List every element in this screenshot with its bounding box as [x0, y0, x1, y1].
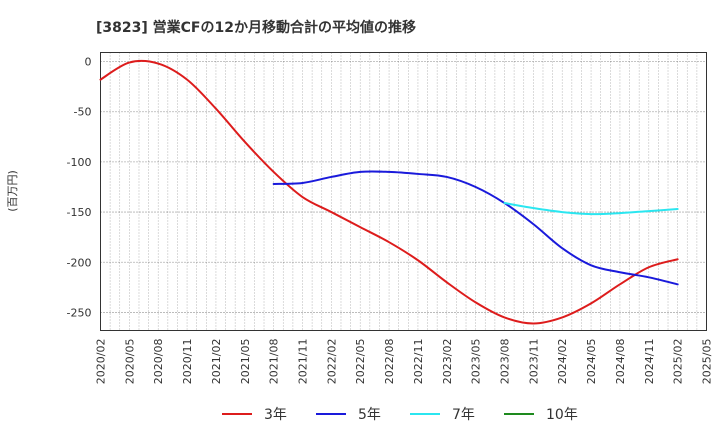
- plot-frame: [100, 52, 707, 331]
- y-axis-ticks: 0 -50 -100 -150 -200 -250: [67, 56, 92, 320]
- series-lines: [99, 59, 679, 325]
- x-tick-label: 2020/02: [95, 339, 108, 385]
- y-tick-label: 0: [85, 56, 92, 69]
- x-tick-label: 2024/02: [556, 339, 569, 385]
- x-tick-label: 2020/05: [123, 339, 136, 385]
- y-tick-label: -150: [67, 206, 92, 219]
- x-tick-label: 2024/08: [614, 339, 627, 385]
- legend: 3年 5年 7年 10年: [222, 407, 578, 423]
- chart-title: [3823] 営業CFの12か月移動合計の平均値の推移: [96, 19, 416, 36]
- x-tick-label: 2021/02: [210, 339, 223, 385]
- legend-label: 7年: [452, 407, 475, 423]
- x-tick-label: 2023/08: [499, 339, 512, 385]
- series-line-1: [99, 59, 679, 325]
- y-tick-label: -50: [74, 106, 92, 119]
- x-tick-label: 2022/05: [354, 339, 367, 385]
- x-tick-label: 2024/05: [585, 339, 598, 385]
- x-tick-label: 2022/11: [412, 339, 425, 385]
- legend-label: 5年: [358, 407, 381, 423]
- x-tick-label: 2024/11: [643, 339, 656, 385]
- x-tick-label: 2021/08: [268, 339, 281, 385]
- x-tick-label: 2021/05: [239, 339, 252, 385]
- x-tick-label: 2023/02: [441, 339, 454, 385]
- x-tick-label: 2025/02: [672, 339, 685, 385]
- x-tick-label: 2020/08: [152, 339, 165, 385]
- y-tick-label: -100: [67, 156, 92, 169]
- x-tick-label: 2021/11: [297, 339, 310, 385]
- y-axis-label: (百万円): [6, 170, 19, 212]
- series-line-3: [503, 202, 679, 216]
- y-tick-label: -250: [67, 306, 92, 319]
- legend-label: 3年: [264, 407, 287, 423]
- y-tick-label: -200: [67, 256, 92, 269]
- x-tick-label: 2022/02: [325, 339, 338, 385]
- x-tick-label: 2023/05: [470, 339, 483, 385]
- grid-lines: [100, 52, 707, 331]
- x-tick-label: 2022/08: [383, 339, 396, 385]
- legend-label: 10年: [546, 407, 578, 423]
- x-tick-label: 2025/05: [701, 339, 714, 385]
- series-line-2: [272, 170, 679, 286]
- x-axis-ticks: 2020/02 2020/05 2020/08 2020/11 2021/02 2021/…: [95, 339, 714, 385]
- x-tick-label: 2020/11: [181, 339, 194, 385]
- x-tick-label: 2023/11: [527, 339, 540, 385]
